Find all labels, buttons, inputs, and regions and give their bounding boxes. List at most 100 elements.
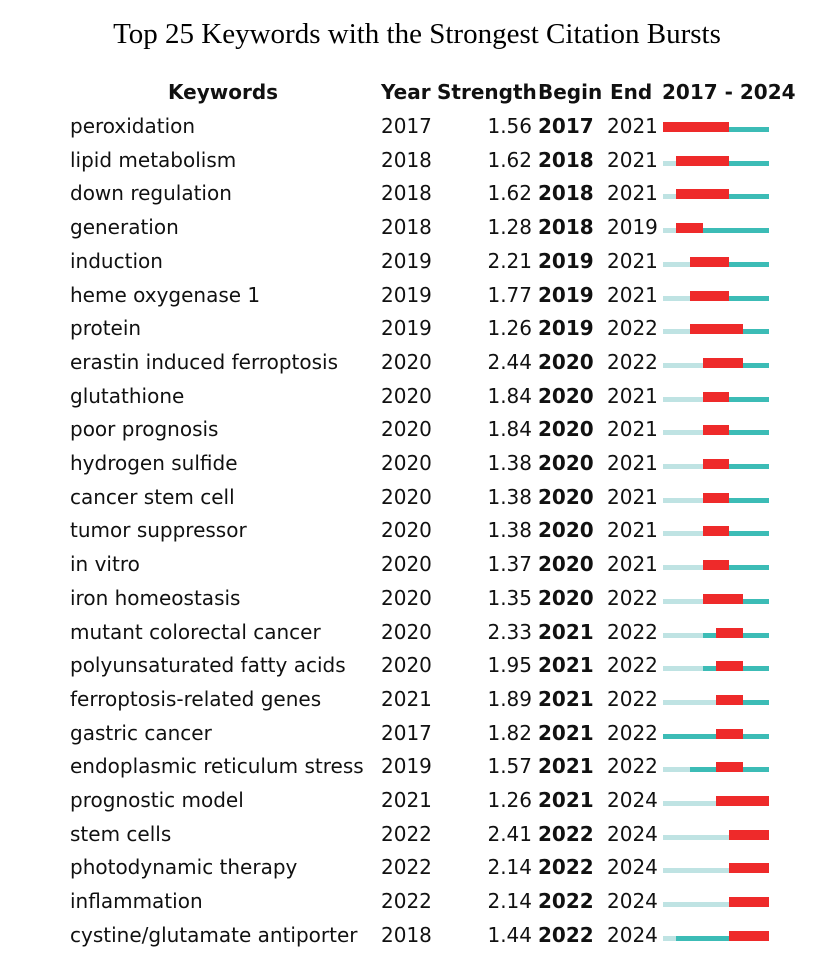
- keyword-cell: lipid metabolism: [70, 147, 237, 172]
- table-row: in vitro 2020 1.37 2020 2021: [0, 552, 834, 585]
- strength-cell: 1.82: [487, 720, 532, 745]
- strength-cell: 1.89: [487, 686, 532, 711]
- burst-bar: [702, 492, 730, 503]
- keyword-cell: protein: [70, 316, 142, 341]
- begin-cell: 2022: [538, 889, 594, 914]
- year-cell: 2021: [381, 686, 432, 711]
- keyword-cell: erastin induced ferroptosis: [70, 349, 338, 374]
- end-cell: 2022: [607, 349, 658, 374]
- timeline-before-segment: [663, 396, 703, 402]
- burst-bar: [702, 560, 730, 571]
- table-row: protein 2019 1.26 2019 2022: [0, 316, 834, 349]
- timeline-active-segment: [676, 228, 769, 234]
- timeline-before-segment: [663, 767, 690, 773]
- keyword-cell: cancer stem cell: [70, 484, 235, 509]
- timeline-before-segment: [663, 902, 730, 908]
- header-strength: Strength: [437, 80, 537, 104]
- begin-cell: 2018: [538, 147, 594, 172]
- year-cell: 2020: [381, 619, 432, 644]
- keyword-cell: inflammation: [70, 889, 203, 914]
- burst-bar: [716, 728, 743, 739]
- begin-cell: 2020: [538, 484, 594, 509]
- strength-cell: 1.62: [487, 147, 532, 172]
- table-row: cancer stem cell 2020 1.38 2020 2021: [0, 485, 834, 518]
- timeline-active-segment: [702, 430, 769, 436]
- year-cell: 2021: [381, 788, 432, 812]
- timeline-active-segment: [689, 295, 769, 301]
- keyword-cell: heme oxygenase 1: [70, 282, 261, 307]
- table-row: inflammation 2022 2.14 2022 2024: [0, 889, 834, 922]
- begin-cell: 2018: [538, 181, 594, 206]
- end-cell: 2021: [607, 248, 658, 273]
- keyword-cell: prognostic model: [70, 788, 244, 812]
- burst-bar: [729, 897, 769, 908]
- timeline-before-segment: [663, 194, 677, 200]
- year-cell: 2022: [381, 855, 432, 880]
- begin-cell: 2022: [538, 855, 594, 880]
- timeline-before-segment: [663, 497, 703, 503]
- keyword-cell: down regulation: [70, 181, 232, 206]
- end-cell: 2022: [607, 585, 658, 610]
- burst-bar: [676, 223, 703, 234]
- burst-bar: [702, 391, 730, 402]
- begin-cell: 2021: [538, 754, 594, 779]
- timeline-before-segment: [663, 160, 677, 166]
- table-row: tumor suppressor 2020 1.38 2020 2021: [0, 518, 834, 551]
- year-cell: 2022: [381, 889, 432, 914]
- begin-cell: 2020: [538, 349, 594, 374]
- header-begin: Begin: [538, 80, 603, 104]
- begin-cell: 2022: [538, 922, 594, 947]
- keyword-cell: peroxidation: [70, 114, 196, 138]
- year-cell: 2020: [381, 585, 432, 610]
- timeline-before-segment: [663, 666, 703, 672]
- end-cell: 2019: [607, 215, 658, 240]
- strength-cell: 2.41: [487, 821, 532, 846]
- strength-cell: 1.77: [487, 282, 532, 307]
- keyword-cell: induction: [70, 248, 163, 273]
- table-row: poor prognosis 2020 1.84 2020 2021: [0, 417, 834, 450]
- header-year: Year: [381, 80, 431, 104]
- timeline-active-segment: [702, 497, 769, 503]
- keyword-cell: glutathione: [70, 383, 185, 408]
- strength-cell: 2.44: [487, 349, 532, 374]
- timeline-before-segment: [663, 464, 703, 469]
- burst-bar: [716, 694, 743, 705]
- strength-cell: 2.14: [487, 855, 532, 880]
- year-cell: 2020: [381, 349, 432, 374]
- year-cell: 2020: [381, 653, 432, 678]
- keyword-cell: tumor suppressor: [70, 518, 247, 543]
- timeline-before-segment: [663, 565, 703, 571]
- keyword-cell: in vitro: [70, 552, 140, 577]
- end-cell: 2024: [607, 889, 658, 914]
- timeline-before-segment: [663, 228, 677, 234]
- burst-bar: [689, 290, 730, 301]
- end-cell: 2022: [607, 619, 658, 644]
- timeline-before-segment: [663, 329, 690, 335]
- strength-cell: 2.21: [487, 248, 532, 273]
- end-cell: 2021: [607, 383, 658, 408]
- table-row: stem cells 2022 2.41 2022 2024: [0, 822, 834, 855]
- timeline-active-segment: [702, 464, 769, 469]
- keyword-cell: photodynamic therapy: [70, 855, 298, 880]
- begin-cell: 2020: [538, 585, 594, 610]
- table-row: heme oxygenase 1 2019 1.77 2019 2021: [0, 283, 834, 316]
- begin-cell: 2021: [538, 720, 594, 745]
- timeline-active-segment: [689, 261, 769, 267]
- strength-cell: 1.44: [487, 922, 532, 947]
- timeline-before-segment: [663, 935, 677, 941]
- year-cell: 2018: [381, 215, 432, 240]
- begin-cell: 2022: [538, 821, 594, 846]
- strength-cell: 1.37: [487, 552, 532, 577]
- timeline-before-segment: [663, 261, 690, 267]
- end-cell: 2022: [607, 720, 658, 745]
- timeline-before-segment: [663, 295, 690, 301]
- strength-cell: 1.26: [487, 788, 532, 812]
- end-cell: 2021: [607, 552, 658, 577]
- strength-cell: 1.28: [487, 215, 532, 240]
- year-cell: 2020: [381, 518, 432, 543]
- table-row: hydrogen sulfide 2020 1.38 2020 2021: [0, 451, 834, 484]
- table-row: generation 2018 1.28 2018 2019: [0, 215, 834, 248]
- table-row: lipid metabolism 2018 1.62 2018 2021: [0, 148, 834, 181]
- begin-cell: 2020: [538, 518, 594, 543]
- timeline-active-segment: [702, 396, 769, 402]
